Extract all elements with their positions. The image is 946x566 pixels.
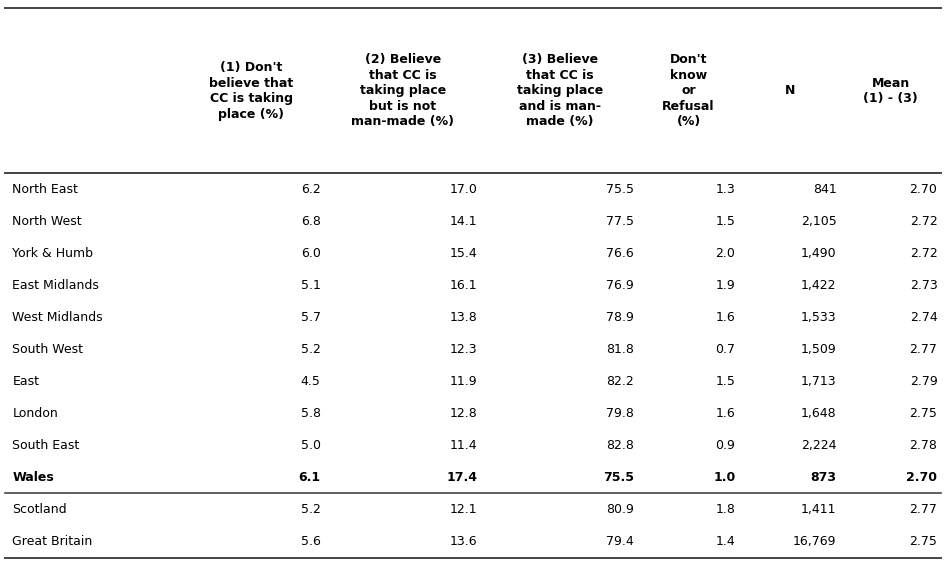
Text: 2,224: 2,224 bbox=[801, 439, 836, 452]
Text: 5.1: 5.1 bbox=[301, 279, 321, 292]
Text: 2.77: 2.77 bbox=[910, 343, 937, 356]
Text: 2.78: 2.78 bbox=[910, 439, 937, 452]
Text: 5.6: 5.6 bbox=[301, 535, 321, 548]
Text: 2.75: 2.75 bbox=[910, 407, 937, 420]
Text: South West: South West bbox=[12, 343, 83, 356]
Text: 12.8: 12.8 bbox=[449, 407, 478, 420]
Text: 2.75: 2.75 bbox=[910, 535, 937, 548]
Text: (2) Believe
that CC is
taking place
but is not
man-made (%): (2) Believe that CC is taking place but … bbox=[351, 53, 454, 128]
Text: (1) Don't
believe that
CC is taking
place (%): (1) Don't believe that CC is taking plac… bbox=[209, 61, 293, 121]
Text: 1.0: 1.0 bbox=[713, 471, 735, 484]
Text: 81.8: 81.8 bbox=[606, 343, 634, 356]
Text: West Midlands: West Midlands bbox=[12, 311, 103, 324]
Text: 79.4: 79.4 bbox=[606, 535, 634, 548]
Text: 75.5: 75.5 bbox=[606, 183, 634, 196]
Text: 2.70: 2.70 bbox=[910, 183, 937, 196]
Text: 2.72: 2.72 bbox=[910, 247, 937, 260]
Text: 2.74: 2.74 bbox=[910, 311, 937, 324]
Text: 2.0: 2.0 bbox=[715, 247, 735, 260]
Text: 13.8: 13.8 bbox=[449, 311, 478, 324]
Text: 14.1: 14.1 bbox=[450, 215, 478, 228]
Text: 2.70: 2.70 bbox=[906, 471, 937, 484]
Text: 6.8: 6.8 bbox=[301, 215, 321, 228]
Text: (3) Believe
that CC is
taking place
and is man-
made (%): (3) Believe that CC is taking place and … bbox=[517, 53, 603, 128]
Text: Great Britain: Great Britain bbox=[12, 535, 93, 548]
Text: 1,411: 1,411 bbox=[801, 503, 836, 516]
Text: 2.73: 2.73 bbox=[910, 279, 937, 292]
Text: 1.8: 1.8 bbox=[715, 503, 735, 516]
Text: 5.2: 5.2 bbox=[301, 503, 321, 516]
Text: North East: North East bbox=[12, 183, 79, 196]
Text: 1.4: 1.4 bbox=[715, 535, 735, 548]
Text: 1.6: 1.6 bbox=[715, 311, 735, 324]
Text: 76.9: 76.9 bbox=[606, 279, 634, 292]
Text: 2.79: 2.79 bbox=[910, 375, 937, 388]
Text: 1.6: 1.6 bbox=[715, 407, 735, 420]
Text: 1,509: 1,509 bbox=[800, 343, 836, 356]
Text: 17.4: 17.4 bbox=[447, 471, 478, 484]
Text: East: East bbox=[12, 375, 40, 388]
Text: 1,533: 1,533 bbox=[800, 311, 836, 324]
Text: 873: 873 bbox=[811, 471, 836, 484]
Text: 13.6: 13.6 bbox=[450, 535, 478, 548]
Text: 5.2: 5.2 bbox=[301, 343, 321, 356]
Text: 6.0: 6.0 bbox=[301, 247, 321, 260]
Text: 4.5: 4.5 bbox=[301, 375, 321, 388]
Text: 1.5: 1.5 bbox=[715, 215, 735, 228]
Text: 2.77: 2.77 bbox=[910, 503, 937, 516]
Text: 5.7: 5.7 bbox=[301, 311, 321, 324]
Text: South East: South East bbox=[12, 439, 79, 452]
Text: 6.1: 6.1 bbox=[299, 471, 321, 484]
Text: 76.6: 76.6 bbox=[606, 247, 634, 260]
Text: 0.7: 0.7 bbox=[715, 343, 735, 356]
Text: 1.5: 1.5 bbox=[715, 375, 735, 388]
Text: 12.1: 12.1 bbox=[450, 503, 478, 516]
Text: 80.9: 80.9 bbox=[606, 503, 634, 516]
Text: 79.8: 79.8 bbox=[606, 407, 634, 420]
Text: 1,713: 1,713 bbox=[800, 375, 836, 388]
Text: 82.2: 82.2 bbox=[606, 375, 634, 388]
Text: 841: 841 bbox=[813, 183, 836, 196]
Text: Wales: Wales bbox=[12, 471, 54, 484]
Text: 1,490: 1,490 bbox=[800, 247, 836, 260]
Text: 82.8: 82.8 bbox=[606, 439, 634, 452]
Text: Scotland: Scotland bbox=[12, 503, 67, 516]
Text: York & Humb: York & Humb bbox=[12, 247, 94, 260]
Text: Don't
know
or
Refusal
(%): Don't know or Refusal (%) bbox=[662, 53, 715, 128]
Text: East Midlands: East Midlands bbox=[12, 279, 99, 292]
Text: 12.3: 12.3 bbox=[450, 343, 478, 356]
Text: North West: North West bbox=[12, 215, 82, 228]
Text: 5.8: 5.8 bbox=[301, 407, 321, 420]
Text: 1.3: 1.3 bbox=[715, 183, 735, 196]
Text: 0.9: 0.9 bbox=[715, 439, 735, 452]
Text: 2.72: 2.72 bbox=[910, 215, 937, 228]
Text: 11.9: 11.9 bbox=[450, 375, 478, 388]
Text: 15.4: 15.4 bbox=[449, 247, 478, 260]
Text: 17.0: 17.0 bbox=[449, 183, 478, 196]
Text: N: N bbox=[784, 84, 795, 97]
Text: 1,422: 1,422 bbox=[801, 279, 836, 292]
Text: 2,105: 2,105 bbox=[800, 215, 836, 228]
Text: 11.4: 11.4 bbox=[450, 439, 478, 452]
Text: 16,769: 16,769 bbox=[793, 535, 836, 548]
Text: 6.2: 6.2 bbox=[301, 183, 321, 196]
Text: 16.1: 16.1 bbox=[450, 279, 478, 292]
Text: London: London bbox=[12, 407, 58, 420]
Text: 75.5: 75.5 bbox=[604, 471, 634, 484]
Text: 1.9: 1.9 bbox=[715, 279, 735, 292]
Text: Mean
(1) - (3): Mean (1) - (3) bbox=[864, 76, 919, 105]
Text: 77.5: 77.5 bbox=[606, 215, 634, 228]
Text: 78.9: 78.9 bbox=[606, 311, 634, 324]
Text: 5.0: 5.0 bbox=[301, 439, 321, 452]
Text: 1,648: 1,648 bbox=[800, 407, 836, 420]
